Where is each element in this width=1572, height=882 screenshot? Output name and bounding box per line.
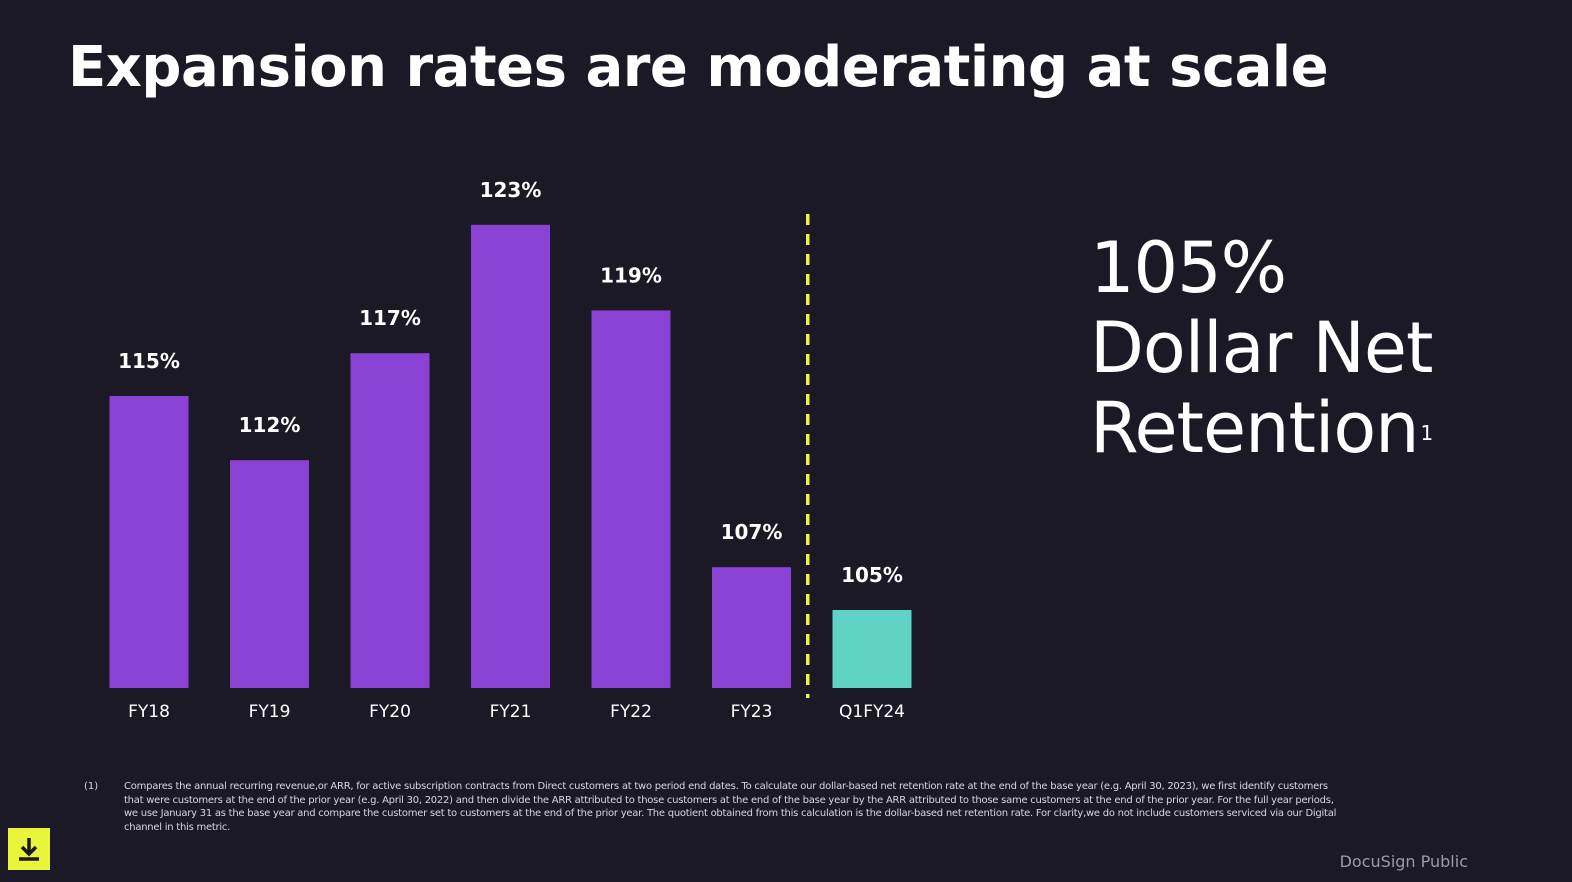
bar-fy18 [109,396,189,688]
bar-fy22 [591,310,671,688]
data-label-fy21: 123% [480,178,542,202]
bar-fy19 [230,460,309,688]
category-label-fy20: FY20 [369,702,411,722]
download-button[interactable] [8,828,50,870]
data-label-fy23: 107% [721,520,783,544]
kpi-label-line2: Retention 1 [1090,387,1434,473]
data-label-q1fy24: 105% [841,563,903,587]
data-label-fy19: 112% [239,413,301,437]
data-label-fy18: 115% [118,349,180,373]
footnote: (1) Compares the annual recurring revenu… [84,780,1344,834]
net-retention-bar-chart: 115% FY18 112% FY19 117% FY20 123% FY21 119% FY22… [109,178,912,722]
bar-fy21 [471,224,550,689]
download-icon [19,838,39,861]
kpi-label-line2-text: Retention [1090,387,1420,469]
category-label-q1fy24: Q1FY24 [839,702,905,722]
category-label-fy21: FY21 [490,702,532,722]
footnote-text: Compares the annual recurring revenue,or… [124,781,1337,833]
slide-title: Expansion rates are moderating at scale [68,35,1329,100]
kpi-value: 105% [1090,227,1287,309]
category-label-fy23: FY23 [731,702,773,722]
brand-label: DocuSign Public [1339,852,1468,871]
category-label-fy18: FY18 [128,702,170,722]
bar-q1fy24 [832,610,912,688]
kpi-label-line1: Dollar Net [1090,307,1433,389]
bar-fy23 [712,567,791,688]
bar-fy20 [350,353,430,688]
kpi-callout: 105% Dollar Net Retention 1 [1090,227,1434,473]
data-label-fy20: 117% [359,306,421,330]
kpi-footnote-ref: 1 [1420,420,1434,445]
footnote-marker: (1) [84,781,99,792]
category-label-fy19: FY19 [249,702,291,722]
category-label-fy22: FY22 [610,702,652,722]
data-label-fy22: 119% [600,263,662,287]
